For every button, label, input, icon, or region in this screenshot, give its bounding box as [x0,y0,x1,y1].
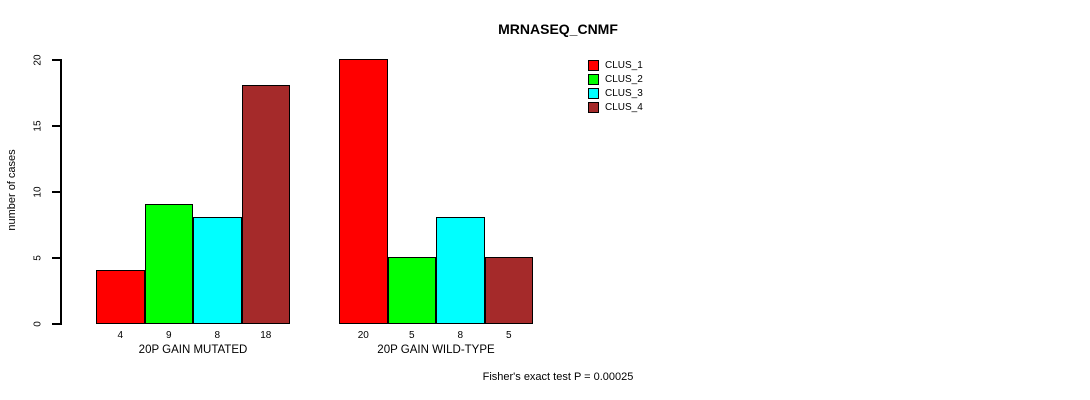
legend-label: CLUS_4 [605,102,643,113]
legend-label: CLUS_3 [605,88,643,99]
bar-value-label: 4 [117,330,124,341]
legend-item-clus_1: CLUS_1 [588,59,643,72]
y-axis-tick [52,125,60,127]
bar-clus_4-group2 [484,257,533,324]
legend-swatch-icon [588,60,599,71]
legend: CLUS_1 CLUS_2 CLUS_3 CLUS_4 [588,59,643,114]
legend-label: CLUS_1 [605,60,643,71]
y-axis-line [60,59,62,325]
group-label: 20P GAIN WILD-TYPE [377,344,495,356]
y-axis-tick [52,191,60,193]
legend-swatch-icon [588,88,599,99]
y-axis-tick [52,59,60,61]
bar-value-label: 20 [357,330,369,341]
bar-clus_1-group1 [96,270,145,324]
y-axis-tick-label: 10 [32,186,44,198]
legend-label: CLUS_2 [605,74,643,85]
y-axis-tick-label: 5 [32,255,44,261]
legend-item-clus_2: CLUS_2 [588,73,643,86]
bar-value-label: 8 [214,330,221,341]
bar-clus_2-group1 [144,204,193,324]
legend-item-clus_4: CLUS_4 [588,101,643,114]
bar-clus_4-group1 [241,85,290,324]
y-axis-tick-label: 0 [32,321,44,327]
group-label: 20P GAIN MUTATED [138,344,248,356]
bar-clus_3-group1 [193,217,242,324]
y-axis-tick-label: 20 [32,54,44,66]
legend-swatch-icon [588,74,599,85]
bar-value-label: 5 [408,330,415,341]
annotation-text: Fisher's exact test P = 0.00025 [482,371,634,383]
legend-swatch-icon [588,102,599,113]
legend-item-clus_3: CLUS_3 [588,87,643,100]
bar-value-label: 9 [165,330,172,341]
y-axis-tick [52,323,60,325]
bar-clus_1-group2 [339,59,388,324]
bar-clus_2-group2 [387,257,436,324]
bar-value-label: 5 [505,330,512,341]
y-axis-tick [52,257,60,259]
bar-value-label: 8 [457,330,464,341]
chart-title: MRNASEQ_CNMF [498,21,618,37]
y-axis-tick-label: 15 [32,120,44,132]
bar-value-label: 18 [260,330,272,341]
bar-clus_3-group2 [436,217,485,324]
